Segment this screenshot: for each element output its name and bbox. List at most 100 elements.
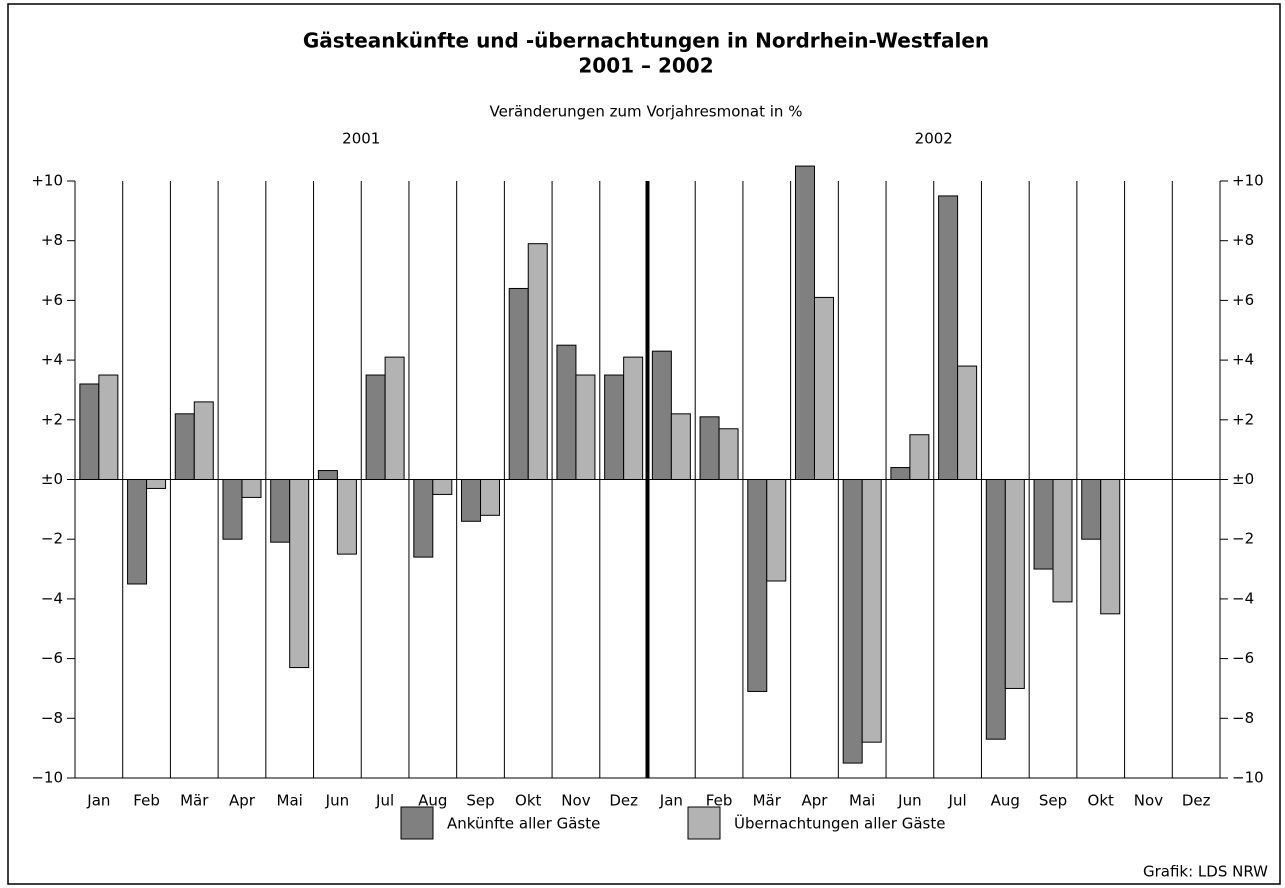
bar [556, 344, 577, 480]
bar [174, 413, 195, 480]
y-tick-label: −10 [31, 769, 63, 787]
bar [718, 428, 739, 481]
bar [127, 479, 148, 585]
bar [317, 470, 338, 481]
bar [575, 374, 596, 480]
x-tick-label: Mai [849, 792, 875, 810]
legend-label: Übernachtungen aller Gäste [734, 814, 945, 833]
bar [79, 383, 100, 481]
x-tick-label: Dez [609, 792, 638, 810]
bar [336, 479, 357, 555]
bar [842, 479, 863, 764]
bar [480, 479, 501, 516]
bar [365, 374, 386, 480]
bar [146, 479, 167, 489]
x-tick-label: Jan [659, 792, 683, 810]
y-tick-label-right: +4 [1232, 351, 1254, 369]
bar [461, 479, 482, 522]
y-tick-label: +10 [31, 172, 63, 190]
x-tick-label: Aug [991, 792, 1020, 810]
x-tick-label: Mär [753, 792, 782, 810]
bar [909, 434, 930, 481]
bar [1081, 479, 1102, 540]
x-tick-label: Apr [229, 792, 256, 810]
y-tick-label-right: −10 [1232, 769, 1264, 787]
x-tick-label: Mai [277, 792, 303, 810]
bar [766, 479, 787, 582]
y-tick-label: +4 [41, 351, 63, 369]
bar [1033, 479, 1054, 570]
y-tick-label: +8 [41, 231, 63, 249]
x-tick-label: Jan [86, 792, 110, 810]
chart-title: Gästeankünfte und -übernachtungen in Nor… [303, 29, 989, 53]
bar [957, 365, 978, 481]
x-tick-label: Mär [180, 792, 209, 810]
bar [98, 374, 119, 480]
bar [747, 479, 768, 692]
bar [938, 195, 959, 481]
group-label: 2002 [915, 130, 953, 148]
bar [241, 479, 262, 498]
bar [651, 350, 672, 480]
bar [1004, 479, 1025, 689]
y-tick-label-right: −2 [1232, 530, 1254, 548]
subtitle: Veränderungen zum Vorjahresmonat in % [490, 103, 803, 121]
bar [270, 479, 291, 543]
y-tick-label-right: −6 [1232, 649, 1254, 667]
y-tick-label: −4 [41, 589, 63, 607]
bar [623, 356, 644, 480]
x-tick-label: Aug [418, 792, 447, 810]
x-tick-label: Jul [375, 792, 394, 810]
bar [670, 413, 691, 480]
y-tick-label-right: +10 [1232, 172, 1264, 190]
bar [289, 479, 310, 669]
y-tick-label: +6 [41, 291, 63, 309]
y-tick-label: −6 [41, 649, 63, 667]
x-tick-label: Okt [515, 792, 541, 810]
bar [890, 467, 911, 480]
bar [193, 401, 214, 481]
y-tick-label-right: −8 [1232, 709, 1254, 727]
x-tick-label: Nov [561, 792, 590, 810]
x-tick-label: Sep [1039, 792, 1067, 810]
legend-swatch [400, 806, 434, 840]
x-tick-label: Feb [133, 792, 160, 810]
y-tick-label: −2 [41, 530, 63, 548]
x-tick-label: Dez [1182, 792, 1211, 810]
bar [861, 479, 882, 743]
y-tick-label: ±0 [41, 470, 63, 488]
bar [1052, 479, 1073, 603]
chart-title: 2001 – 2002 [578, 54, 713, 78]
bar [813, 296, 834, 481]
bar [699, 416, 720, 481]
bar [508, 287, 529, 480]
frame [7, 3, 1281, 885]
bar [794, 165, 815, 480]
x-tick-label: Nov [1134, 792, 1163, 810]
bar [384, 356, 405, 480]
x-tick-label: Feb [706, 792, 733, 810]
x-tick-label: Apr [802, 792, 829, 810]
x-tick-label: Jun [325, 792, 349, 810]
x-tick-label: Jun [897, 792, 921, 810]
bar [1100, 479, 1121, 615]
y-tick-label-right: +8 [1232, 231, 1254, 249]
y-tick-label: −8 [41, 709, 63, 727]
legend-label: Ankünfte aller Gäste [447, 815, 600, 833]
y-tick-label-right: −4 [1232, 589, 1254, 607]
y-tick-label-right: ±0 [1232, 470, 1254, 488]
x-tick-label: Sep [466, 792, 494, 810]
x-tick-label: Okt [1088, 792, 1114, 810]
source: Grafik: LDS NRW [1143, 863, 1268, 881]
bar [604, 374, 625, 480]
bar [432, 479, 453, 495]
y-tick-label-right: +2 [1232, 410, 1254, 428]
bar [413, 479, 434, 558]
bar [222, 479, 243, 540]
x-tick-label: Jul [948, 792, 967, 810]
group-label: 2001 [342, 130, 380, 148]
bar [527, 243, 548, 480]
y-tick-label-right: +6 [1232, 291, 1254, 309]
